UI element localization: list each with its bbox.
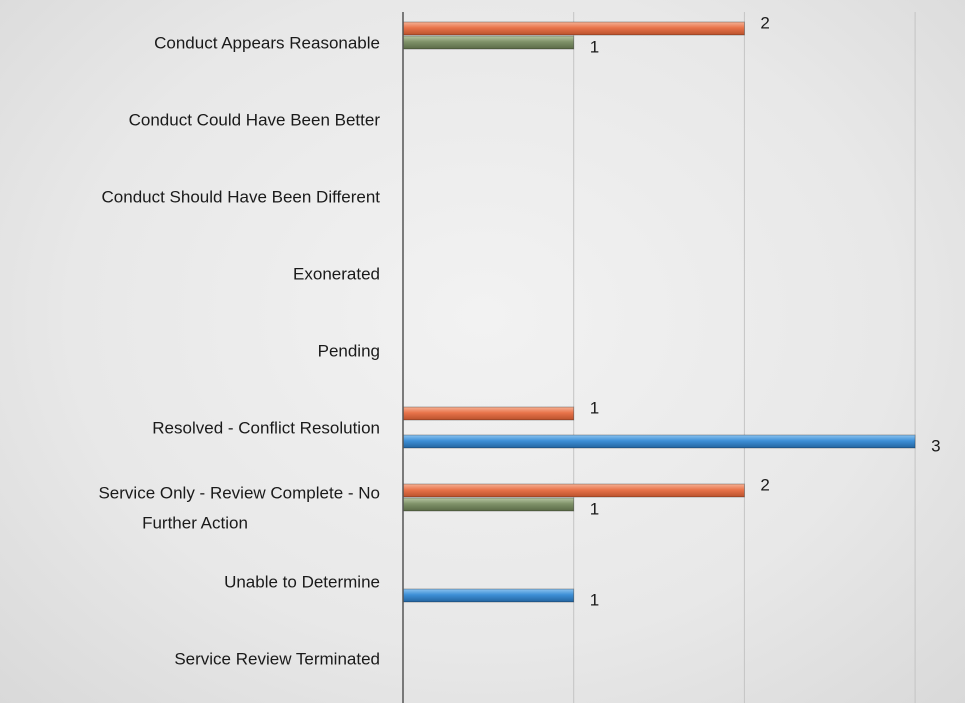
bar-series1-cat6	[402, 406, 575, 421]
data-label: 1	[590, 591, 599, 610]
category-label: Service Review Terminated	[174, 650, 380, 669]
data-label: 2	[760, 476, 769, 495]
data-label: 1	[590, 399, 599, 418]
category-label: Service Only - Review Complete - No Furth…	[98, 484, 380, 533]
bar-series1-cat7	[402, 483, 745, 498]
category-label: Exonerated	[293, 265, 380, 284]
data-label: 3	[931, 437, 940, 456]
data-label: 2	[760, 14, 769, 33]
category-label: Unable to Determine	[224, 573, 380, 592]
bar-series2-cat7	[402, 497, 575, 512]
category-labels: Conduct Appears Reasonable Conduct Could …	[98, 34, 380, 669]
data-label: 1	[590, 38, 599, 57]
category-label: Pending	[318, 342, 380, 361]
bar-series3-cat8	[402, 588, 575, 603]
bar-series2-cat1	[402, 35, 575, 50]
data-labels: 2 1 2 1 1 3 1	[590, 14, 941, 610]
category-label: Resolved - Conflict Resolution	[152, 419, 380, 438]
bars	[402, 21, 916, 603]
category-label: Conduct Should Have Been Different	[102, 188, 381, 207]
category-label: Conduct Appears Reasonable	[154, 34, 380, 53]
data-label: 1	[590, 500, 599, 519]
category-label: Conduct Could Have Been Better	[129, 111, 381, 130]
gridlines	[573, 12, 916, 703]
bar-series3-cat6	[402, 434, 916, 449]
bar-series1-cat1	[402, 21, 745, 36]
